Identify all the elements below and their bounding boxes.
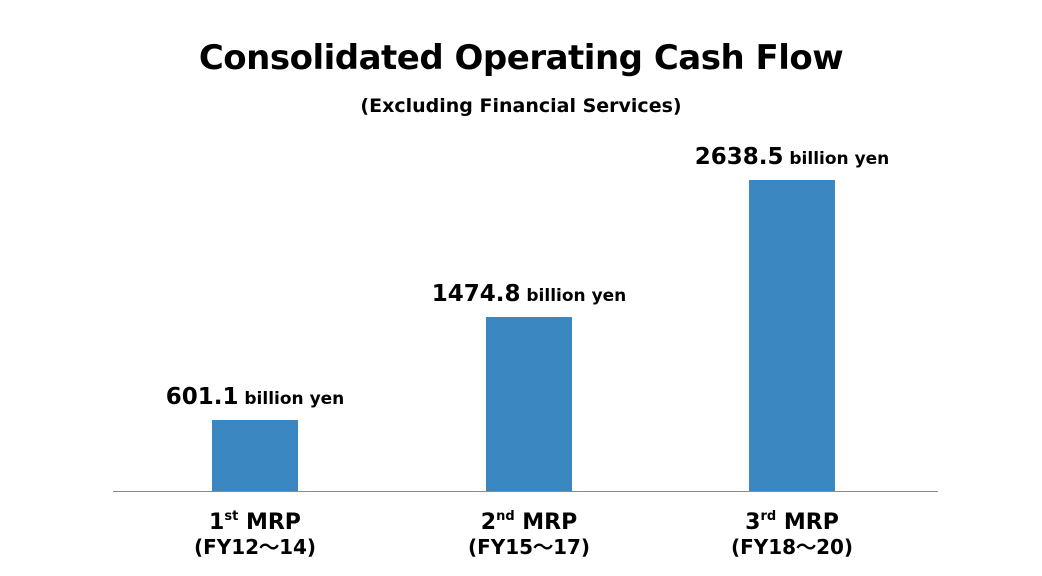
category-ordinal: st bbox=[224, 509, 239, 524]
data-label-value: 2638.5 bbox=[694, 144, 784, 170]
category-period: (FY15〜17) bbox=[467, 535, 591, 559]
category-label: MRP bbox=[776, 510, 839, 535]
chart-subtitle: (Excluding Financial Services) bbox=[360, 95, 682, 117]
data-label: 601.1 billion yen bbox=[105, 384, 405, 410]
x-tick-label: 2nd MRP (FY15〜17) bbox=[409, 510, 649, 560]
bar bbox=[749, 180, 835, 491]
x-tick-label: 1st MRP (FY12〜14) bbox=[135, 510, 375, 560]
category-number: 2 bbox=[480, 510, 497, 535]
data-label-value: 1474.8 bbox=[431, 281, 521, 308]
chart-title: Consolidated Operating Cash Flow bbox=[198, 38, 844, 78]
category-label: MRP bbox=[238, 510, 301, 535]
category-period: (FY18〜20) bbox=[730, 535, 854, 559]
data-label-unit: billion yen bbox=[238, 389, 345, 410]
category-name: 1st MRP bbox=[135, 510, 375, 535]
data-label: 1474.8 billion yen bbox=[379, 281, 679, 307]
category-ordinal: rd bbox=[760, 509, 777, 524]
bar bbox=[212, 420, 298, 491]
data-label: 2638.5 billion yen bbox=[642, 144, 942, 170]
category-label: MRP bbox=[514, 510, 578, 535]
category-number: 3 bbox=[745, 510, 761, 535]
category-period: (FY12〜14) bbox=[193, 535, 317, 559]
category-name: 2nd MRP bbox=[409, 510, 649, 535]
data-label-unit: billion yen bbox=[783, 149, 890, 169]
x-tick-label: 3rd MRP (FY18〜20) bbox=[672, 510, 912, 560]
category-name: 3rd MRP bbox=[672, 510, 912, 535]
bar bbox=[486, 317, 572, 491]
data-label-unit: billion yen bbox=[520, 286, 627, 307]
category-number: 1 bbox=[209, 510, 225, 535]
data-label-value: 601.1 bbox=[165, 384, 239, 411]
category-ordinal: nd bbox=[496, 509, 515, 524]
x-axis-line bbox=[113, 491, 938, 492]
